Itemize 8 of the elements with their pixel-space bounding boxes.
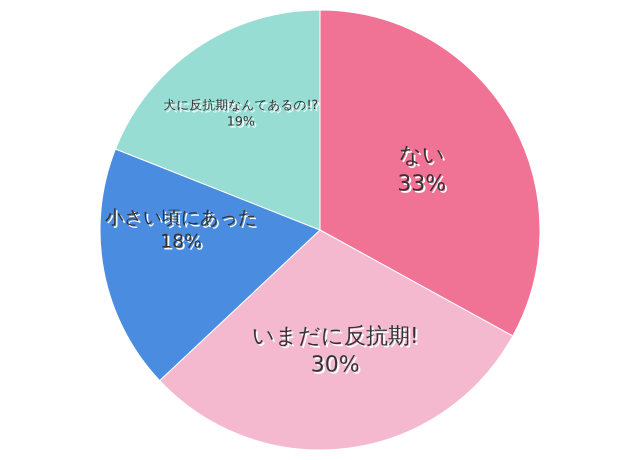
slice-label: ない [398, 143, 445, 168]
slice-label: 小さい頃にあった [104, 207, 257, 228]
data-label: 33% [397, 172, 446, 197]
data-label: 30% [310, 352, 360, 378]
data-label: 19% [226, 114, 255, 128]
data-label: 18% [160, 232, 202, 253]
slice-label: 犬に反抗期なんてあるの!? [163, 97, 318, 112]
slice-label: いまだに反抗期! [252, 324, 419, 349]
